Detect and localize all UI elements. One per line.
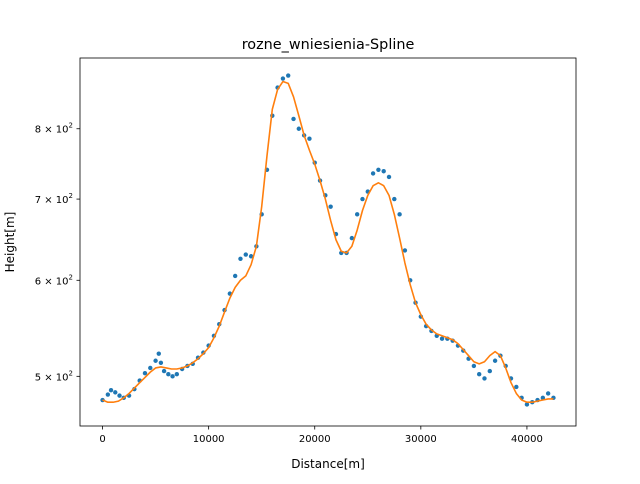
spline-line [102,80,554,404]
plot-area [79,57,577,427]
x-tick-label: 30000 [405,434,437,445]
data-point [360,196,365,202]
data-point [166,372,171,377]
y-axis-ticks: 5 × 102 6 × 102 7 × 102 8 × 102 [35,122,80,383]
data-point [291,116,296,122]
y-tick-label: 8 × 102 [35,122,73,136]
data-point [307,136,312,141]
data-point [402,248,408,253]
data-point [232,273,238,279]
data-point [280,76,286,81]
x-axis-ticks: 0 10000 20000 30000 40000 [99,426,543,445]
data-point [471,363,477,369]
data-point [392,196,397,202]
x-axis-label: Distance[m] [291,457,365,471]
data-point [142,370,148,376]
data-point [492,358,498,363]
axes-frame [79,57,577,427]
series-layer [100,73,556,407]
x-tick-label: 40000 [511,434,543,445]
data-point [161,368,167,374]
data-point [108,388,114,393]
data-point [370,171,376,176]
data-point [248,254,254,259]
data-point [376,167,381,173]
data-point [476,372,482,377]
data-point [105,392,111,397]
data-point [170,374,175,379]
y-tick-label: 7 × 102 [35,192,73,206]
data-point [296,126,302,131]
data-point [328,204,333,209]
data-point [153,358,158,363]
x-tick-label: 10000 [193,434,225,445]
data-point [238,256,243,261]
data-point [545,391,551,396]
y-tick-label: 6 × 102 [35,273,73,287]
data-point [354,212,360,217]
axes-background [80,58,576,426]
data-point [482,376,487,381]
y-axis-label: Height[m] [3,212,17,273]
data-point [148,365,153,371]
data-point [243,252,248,257]
data-point [158,360,164,365]
x-tick-label: 20000 [299,434,331,445]
data-point [386,174,392,180]
y-tick-label: 5 × 102 [35,369,73,383]
chart-title: rozne_wniesienia-Spline [242,37,415,53]
data-point [156,351,161,356]
data-point [381,169,386,174]
data-point [397,212,402,217]
data-point [349,235,355,241]
data-point [113,390,118,395]
data-point [286,73,291,78]
data-point [514,384,519,390]
data-point [174,372,180,377]
data-point [524,402,530,407]
data-point [439,336,445,341]
data-point [540,395,546,401]
data-point [487,368,492,374]
data-point [117,393,122,398]
x-tick-label: 0 [99,434,105,445]
